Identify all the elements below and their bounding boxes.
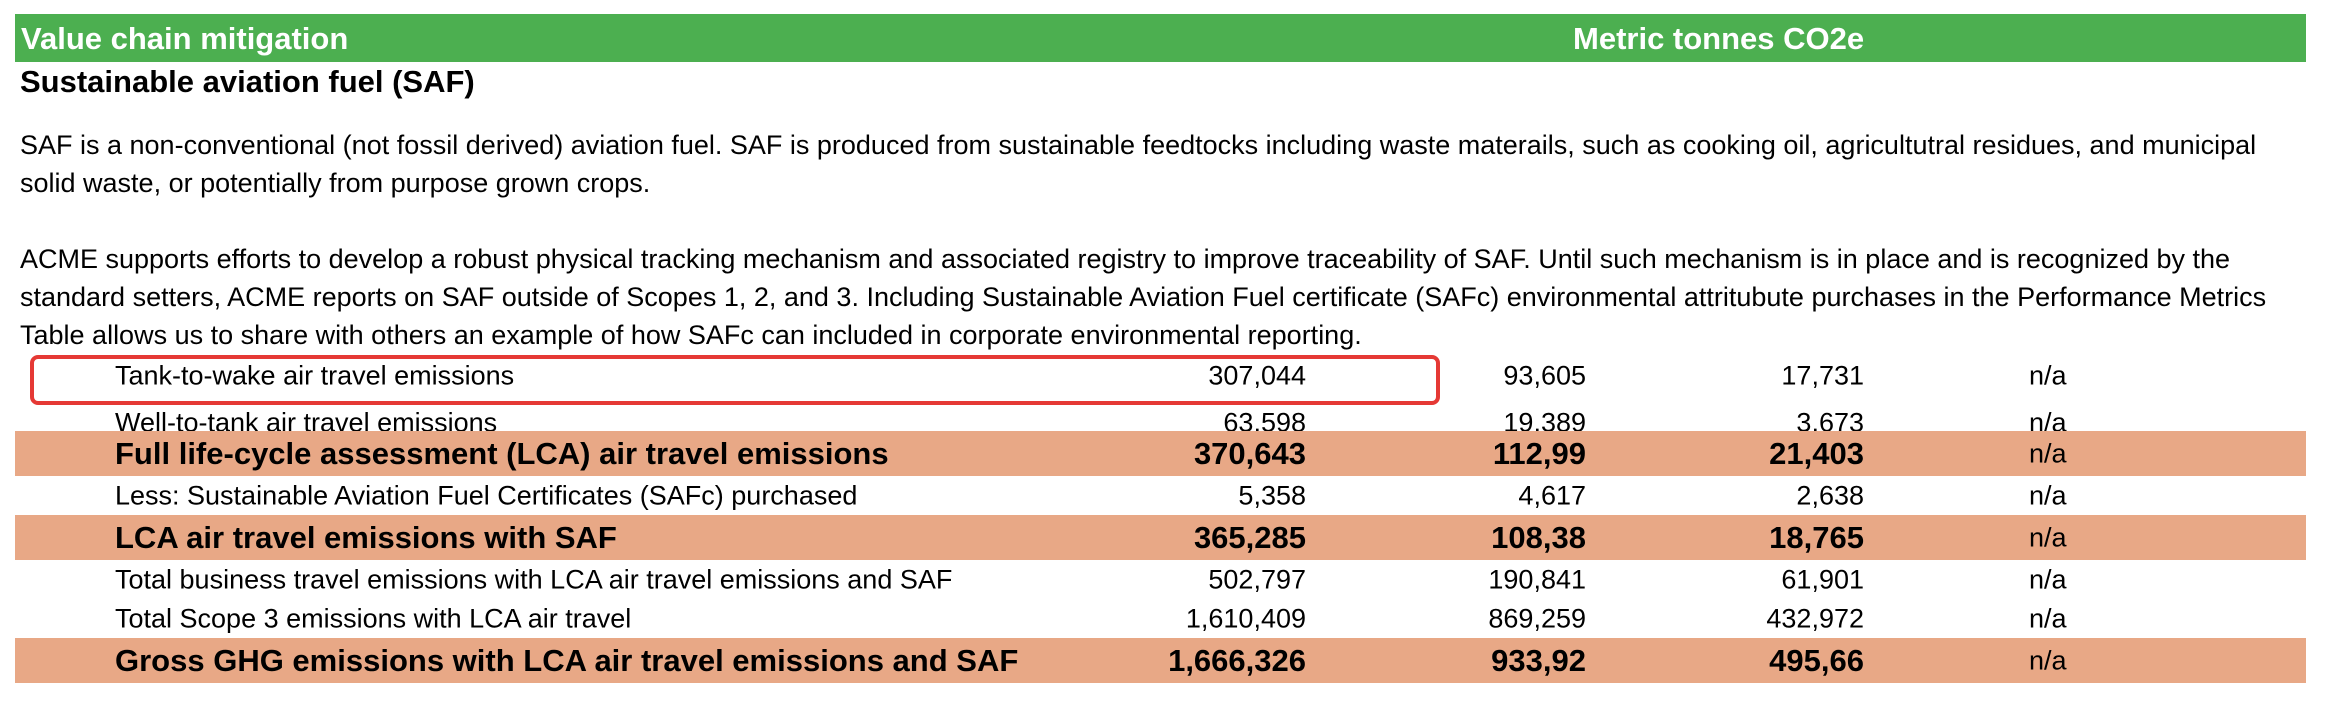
row-label: Total Scope 3 emissions with LCA air tra… xyxy=(115,603,632,633)
table-row[interactable]: Total business travel emissions with LCA… xyxy=(15,560,2306,599)
row-label: Total business travel emissions with LCA… xyxy=(115,564,953,594)
row-label: Well-to-tank air travel emissions xyxy=(115,407,498,432)
saf-title: Sustainable aviation fuel (SAF) xyxy=(20,64,475,99)
value-col-3: 3,673 xyxy=(1796,407,1864,432)
value-col-3: 432,972 xyxy=(1766,603,1864,633)
value-col-3: 18,765 xyxy=(1769,519,1864,555)
value-col-2: 93,605 xyxy=(1503,360,1586,390)
value-col-4: n/a xyxy=(2029,407,2067,432)
value-col-4: n/a xyxy=(2029,522,2067,552)
row-label: Tank-to-wake air travel emissions xyxy=(115,360,515,390)
value-col-1: 502,797 xyxy=(1208,564,1306,594)
value-col-2: 112,99 xyxy=(1492,435,1586,471)
value-col-4: n/a xyxy=(2029,564,2067,594)
row-label: LCA air travel emissions with SAF xyxy=(115,519,617,555)
row-label: Less: Sustainable Aviation Fuel Certific… xyxy=(115,480,858,510)
value-col-1: 63,598 xyxy=(1223,407,1306,432)
section-header-title: Value chain mitigation xyxy=(21,21,349,56)
saf-description: SAF is a non-conventional (not fossil de… xyxy=(20,130,2257,198)
table-row[interactable]: Well-to-tank air travel emissions 63,598… xyxy=(15,395,2306,432)
value-col-3: 17,731 xyxy=(1781,360,1864,390)
value-col-1: 365,285 xyxy=(1193,519,1306,555)
value-col-1: 370,643 xyxy=(1193,435,1306,471)
value-col-1: 1,610,409 xyxy=(1185,603,1306,633)
header-band: Value chain mitigation Metric tonnes CO2… xyxy=(15,14,2306,62)
emissions-table: Tank-to-wake air travel emissions 307,04… xyxy=(15,356,2306,683)
value-col-4: n/a xyxy=(2029,480,2067,510)
value-col-1: 5,358 xyxy=(1238,480,1306,510)
value-col-4: n/a xyxy=(2029,603,2067,633)
value-col-2: 4,617 xyxy=(1518,480,1586,510)
row-label: Full life-cycle assessment (LCA) air tra… xyxy=(115,435,889,471)
table-row-total[interactable]: Full life-cycle assessment (LCA) air tra… xyxy=(15,431,2306,476)
value-col-4: n/a xyxy=(2029,438,2067,468)
table-row-total[interactable]: Gross GHG emissions with LCA air travel … xyxy=(15,638,2306,683)
table-row[interactable]: Total Scope 3 emissions with LCA air tra… xyxy=(15,599,2306,638)
value-col-3: 495,66 xyxy=(1769,642,1864,678)
value-col-3: 21,403 xyxy=(1769,435,1864,471)
value-col-3: 2,638 xyxy=(1796,480,1864,510)
value-col-4: n/a xyxy=(2029,360,2067,390)
value-col-2: 190,841 xyxy=(1488,564,1586,594)
units-header: Metric tonnes CO2e xyxy=(1573,21,1865,56)
table-row[interactable]: Tank-to-wake air travel emissions 307,04… xyxy=(15,356,2306,395)
value-col-4: n/a xyxy=(2029,645,2067,675)
value-col-3: 61,901 xyxy=(1781,564,1864,594)
value-col-2: 869,259 xyxy=(1488,603,1586,633)
row-label: Gross GHG emissions with LCA air travel … xyxy=(115,642,1019,678)
value-col-2: 108,38 xyxy=(1491,519,1586,555)
table-row-total[interactable]: LCA air travel emissions with SAF 365,28… xyxy=(15,515,2306,560)
value-col-2: 933,92 xyxy=(1491,642,1586,678)
value-col-2: 19,389 xyxy=(1503,407,1586,432)
table-row[interactable]: Less: Sustainable Aviation Fuel Certific… xyxy=(15,476,2306,515)
acme-saf-statement: ACME supports efforts to develop a robus… xyxy=(20,244,2267,350)
value-col-1: 307,044 xyxy=(1208,360,1306,390)
value-col-1: 1,666,326 xyxy=(1168,642,1306,678)
